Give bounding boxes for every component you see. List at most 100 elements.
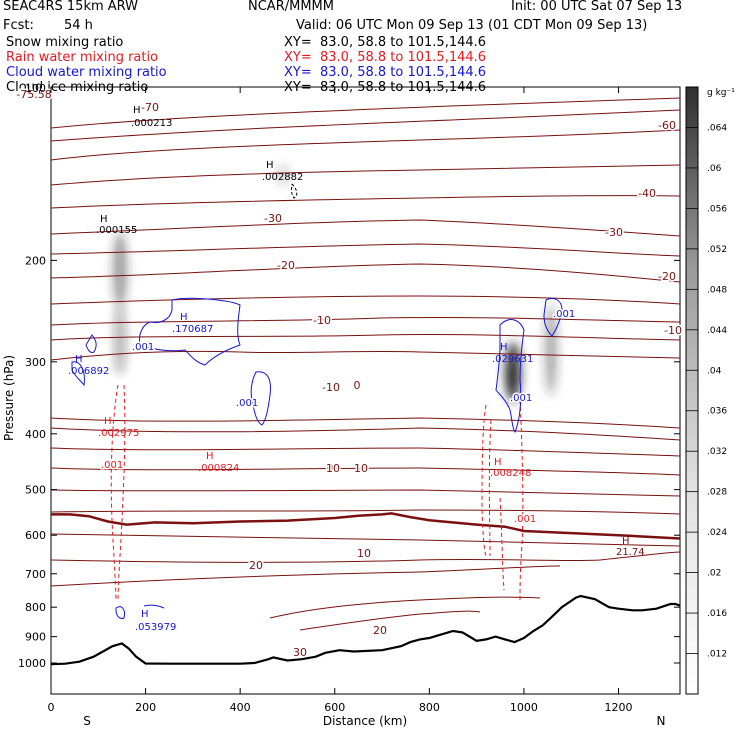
field-xy-0: XY= 83.0, 58.8 to 101.5,144.6 — [284, 35, 487, 50]
temperature-contour-line — [50, 164, 681, 186]
field-name-2: Cloud water mixing ratio — [6, 65, 167, 80]
extremum-value: .008248 — [490, 468, 531, 479]
temperature-contour-label: 10 — [357, 547, 371, 560]
cloud-water-contour — [71, 361, 85, 387]
extremum-H-marker: H — [141, 609, 149, 620]
rain-contour — [488, 419, 492, 557]
run-title: SEAC4RS 15km ARW — [3, 0, 139, 14]
y-tick-label: 200 — [25, 254, 46, 267]
shaded-field-group — [113, 165, 557, 402]
temperature-contour-line — [50, 97, 681, 129]
field-xy-1: XY= 83.0, 58.8 to 101.5,144.6 — [284, 50, 487, 65]
cloud-water-contour — [543, 297, 563, 337]
temperature-contour-line — [50, 489, 681, 497]
temperature-contour-label: 10 — [354, 462, 368, 475]
temperature-contour-line — [50, 533, 681, 547]
temperature-contour-line — [299, 610, 481, 631]
colorbar-tick-label: .028 — [707, 488, 727, 498]
temperature-contour-line — [50, 417, 681, 429]
cloud-water-contour-group — [71, 297, 563, 619]
extremum-H-marker: H — [100, 214, 108, 225]
colorbar-tick-label: .06 — [707, 164, 722, 174]
x-tick-label: 600 — [324, 701, 345, 714]
temperature-contour-label: 10 — [326, 462, 340, 475]
extremum-value: .002882 — [262, 172, 303, 183]
cloud-water-contour — [85, 334, 97, 353]
temperature-contour-line — [50, 219, 681, 237]
extremum-value: .000213 — [131, 118, 172, 129]
contour-value-label: .001 — [553, 309, 575, 320]
temperature-contour-label: 20 — [373, 624, 387, 637]
x-tick-label: 400 — [230, 701, 251, 714]
colorbar — [685, 86, 699, 695]
cloud-water-contour — [143, 604, 165, 609]
rain-contour — [481, 404, 487, 557]
temperature-contour-label: -30 — [264, 212, 282, 225]
temperature-contour-label: 0 — [327, 462, 334, 475]
temperature-contour-group — [50, 97, 681, 631]
extremum-H-marker: H — [133, 105, 141, 116]
temperature-contour-line — [50, 195, 681, 209]
rain-contour — [110, 384, 119, 601]
forecast-hour: 54 h — [64, 18, 93, 33]
extremum-H-marker: H — [104, 416, 112, 427]
extremum-H-marker: H — [622, 536, 630, 547]
temperature-contour-line — [50, 295, 681, 305]
extremum-H-marker: H — [266, 160, 274, 171]
temperature-contour-line — [50, 447, 681, 457]
north-end-label: N — [657, 714, 666, 728]
temperature-contour-line — [50, 565, 561, 587]
rain-contour — [499, 497, 505, 591]
field-xy-2: XY= 83.0, 58.8 to 101.5,144.6 — [284, 65, 487, 80]
field-name-0: Snow mixing ratio — [6, 35, 124, 50]
temperature-contour-line — [50, 109, 681, 142]
y-tick-label: 500 — [25, 484, 46, 497]
temperature-contour-line — [50, 350, 681, 361]
rain-contour — [117, 384, 126, 601]
temperature-contour-label: -30 — [605, 226, 623, 239]
temperature-contour-label: 20 — [249, 559, 263, 572]
shaded-blob — [278, 165, 288, 185]
y-tick-label: 400 — [25, 428, 46, 441]
y-tick-label: 1000 — [18, 657, 46, 670]
colorbar-tick-label: .036 — [707, 407, 727, 417]
y-tick-label: 900 — [25, 631, 46, 644]
y-tick-label: 800 — [25, 601, 46, 614]
extremum-value: .053979 — [135, 622, 176, 633]
temperature-contour-line — [50, 509, 681, 515]
init-time: Init: 00 UTC Sat 07 Sep 13 — [511, 0, 683, 14]
temperature-contour-label: -10 — [313, 314, 331, 327]
contour-value-label: .001 — [132, 342, 154, 353]
extremum-H-marker: H — [494, 457, 502, 468]
temperature-contour-line — [50, 129, 681, 161]
temperature-contour-line — [50, 316, 681, 326]
x-tick-label: 0 — [48, 701, 55, 714]
temperature-contour-label: 0 — [354, 379, 361, 392]
temperature-contour-line — [50, 427, 681, 441]
extremum-value: .000824 — [198, 463, 239, 474]
temperature-contour-line — [50, 243, 681, 257]
x-tick-label: 200 — [135, 701, 156, 714]
colorbar-tick-label: .012 — [707, 650, 727, 660]
rain-contour — [519, 399, 524, 601]
cloud-water-contour — [250, 371, 271, 426]
freezing-level-contour — [51, 512, 681, 540]
temperature-contour-line — [269, 596, 541, 619]
temperature-contour-label: -70 — [141, 101, 159, 114]
extremum-H-marker: H — [206, 451, 214, 462]
snow-contour — [291, 183, 298, 199]
y-tick-label: 700 — [25, 568, 46, 581]
rain-contour-group — [110, 384, 524, 601]
temperature-contour-label: -60 — [658, 119, 676, 132]
contour-value-label: .001 — [101, 460, 123, 471]
x-tick-label: 1000 — [510, 701, 538, 714]
y-tick-label: 300 — [25, 356, 46, 369]
temperature-contour-label: -40 — [638, 187, 656, 200]
colorbar-tick-label: .044 — [707, 326, 727, 336]
shaded-blob — [113, 232, 127, 308]
temperature-contour-label: -75.58 — [16, 88, 51, 101]
temperature-contour-label: -10 — [664, 324, 682, 337]
plot-frame — [50, 86, 681, 695]
temperature-contour-line — [50, 263, 681, 283]
